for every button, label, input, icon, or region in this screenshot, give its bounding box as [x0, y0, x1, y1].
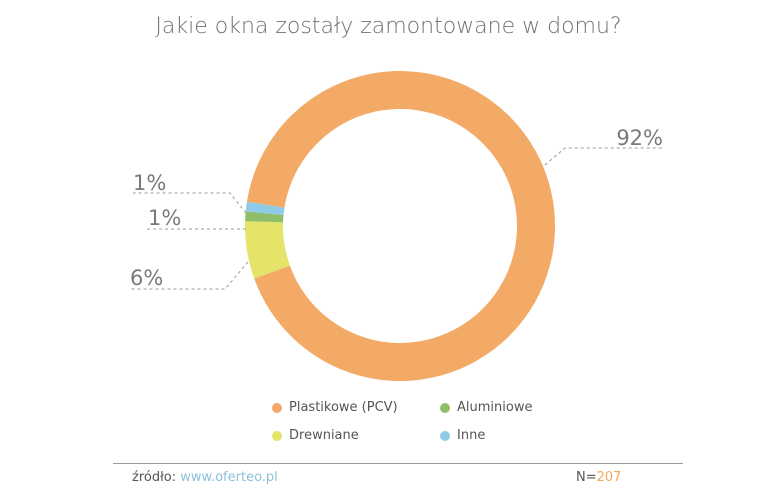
- data-label-drewniane: 6%: [130, 266, 163, 290]
- leader-line-drewniane: [130, 261, 249, 290]
- legend-swatch-drewniane: [272, 430, 282, 441]
- slice-inne: [245, 201, 285, 215]
- legend-item-plastikowe: Plastikowe (PCV): [272, 400, 398, 415]
- data-label-inne: 1%: [133, 171, 166, 195]
- legend-label-inne: Inne: [457, 428, 486, 443]
- legend-item-aluminiowe: Aluminiowe: [440, 400, 532, 415]
- legend-swatch-plastikowe: [272, 402, 282, 413]
- source-label: źródło:: [132, 470, 177, 485]
- legend-label-aluminiowe: Aluminiowe: [457, 400, 533, 415]
- data-label-plastikowe: 92%: [616, 126, 663, 150]
- legend-label-plastikowe: Plastikowe (PCV): [289, 400, 398, 415]
- legend-swatch-inne: [440, 430, 450, 441]
- data-label-aluminiowe: 1%: [148, 206, 181, 230]
- slice-aluminiowe: [245, 211, 284, 223]
- legend-swatch-aluminiowe: [440, 402, 450, 413]
- sample-size: N=207: [576, 470, 621, 485]
- footer-divider: [113, 463, 683, 464]
- source-note: źródło: www.oferteo.pl: [132, 470, 278, 485]
- slice-plastikowe: [246, 70, 555, 381]
- slice-drewniane: [244, 221, 290, 279]
- leader-line-inne: [133, 192, 247, 214]
- legend-item-drewniane: Drewniane: [272, 428, 359, 443]
- sample-label: N=: [576, 470, 597, 485]
- leader-line-plastikowe: [544, 147, 663, 166]
- legend-label-drewniane: Drewniane: [289, 428, 359, 443]
- chart-title: Jakie okna zostały zamontowane w domu?: [155, 14, 622, 39]
- legend-item-inne: Inne: [440, 428, 485, 443]
- source-link[interactable]: www.oferteo.pl: [180, 470, 278, 485]
- sample-value: 207: [596, 470, 622, 485]
